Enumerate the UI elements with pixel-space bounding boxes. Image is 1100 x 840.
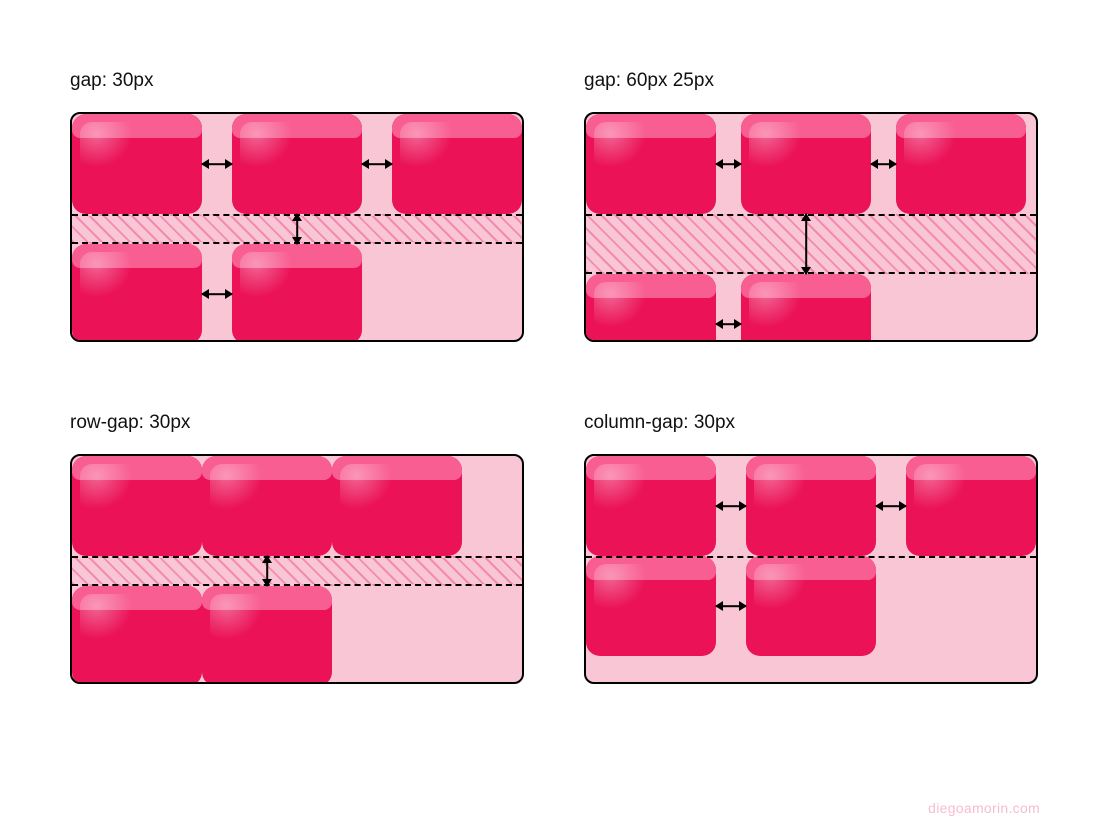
- flex-item: [72, 114, 202, 214]
- panel-label: row-gap: 30px: [70, 412, 524, 434]
- row-gap-arrow: [801, 214, 811, 274]
- watermark: diegoamorin.com: [928, 800, 1040, 816]
- panel-row-gap-30: row-gap: 30px: [70, 412, 524, 684]
- column-gap-arrow: [876, 501, 906, 511]
- panel-gap-60-25: gap: 60px 25px: [584, 70, 1038, 342]
- column-gap-arrow: [716, 159, 741, 169]
- flex-item: [896, 114, 1026, 214]
- column-gap-arrow: [202, 159, 232, 169]
- flex-item: [332, 456, 462, 556]
- column-gap-arrow: [716, 601, 746, 611]
- panel-gap-30: gap: 30px: [70, 70, 524, 342]
- flex-item: [72, 244, 202, 342]
- panel-label: gap: 30px: [70, 70, 524, 92]
- column-gap-arrow: [362, 159, 392, 169]
- flex-item: [232, 114, 362, 214]
- flex-container: [70, 454, 524, 684]
- flex-item: [586, 556, 716, 656]
- flex-item: [586, 114, 716, 214]
- flex-item: [72, 456, 202, 556]
- diagram-grid: gap: 30px gap: 60px 25px row-gap: 30px c…: [0, 0, 1100, 724]
- flex-item: [232, 244, 362, 342]
- row-gap-arrow: [262, 556, 272, 586]
- flex-item: [741, 114, 871, 214]
- column-gap-arrow: [716, 319, 741, 329]
- panel-column-gap-30: column-gap: 30px: [584, 412, 1038, 684]
- flex-item: [72, 586, 202, 684]
- row-gap-band: [72, 556, 522, 586]
- flex-item: [202, 456, 332, 556]
- panel-label: gap: 60px 25px: [584, 70, 1038, 92]
- flex-container: [584, 112, 1038, 342]
- flex-container: [584, 454, 1038, 684]
- column-gap-arrow: [871, 159, 896, 169]
- flex-item: [746, 456, 876, 556]
- column-gap-arrow: [202, 289, 232, 299]
- panel-label: column-gap: 30px: [584, 412, 1038, 434]
- flex-item: [741, 274, 871, 342]
- flex-item: [746, 556, 876, 656]
- flex-item: [202, 586, 332, 684]
- flex-item: [906, 456, 1036, 556]
- flex-item: [586, 456, 716, 556]
- flex-item: [586, 274, 716, 342]
- row-gap-band: [586, 214, 1036, 274]
- row-gap-arrow: [292, 214, 302, 244]
- row-divider: [586, 556, 1036, 558]
- column-gap-arrow: [716, 501, 746, 511]
- flex-container: [70, 112, 524, 342]
- flex-item: [392, 114, 522, 214]
